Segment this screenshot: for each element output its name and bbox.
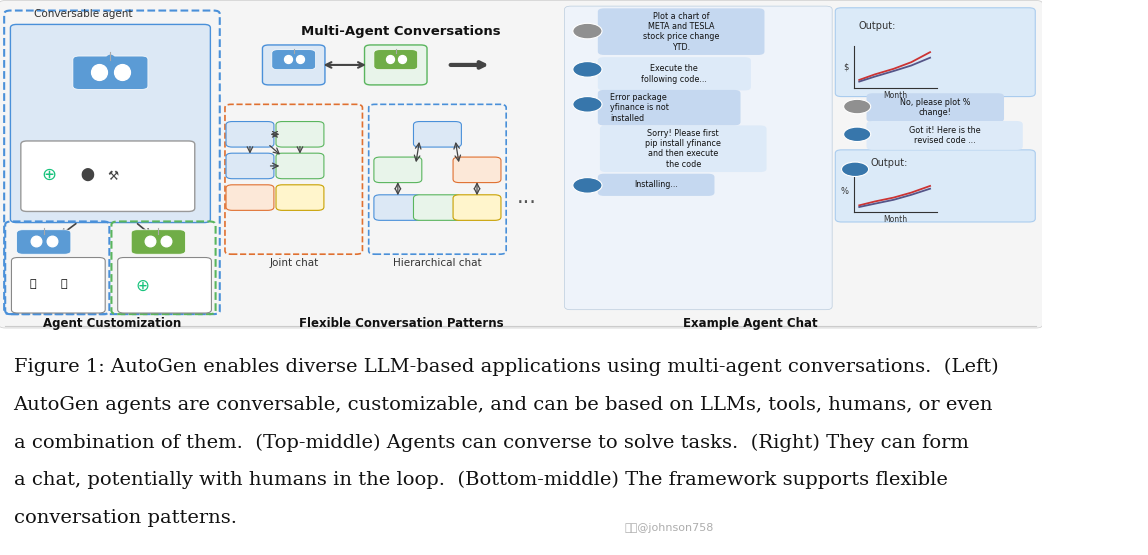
Text: Figure 1: AutoGen enables diverse LLM-based applications using multi-agent conve: Figure 1: AutoGen enables diverse LLM-ba… [14, 358, 998, 376]
Circle shape [573, 62, 602, 77]
Text: ...: ... [517, 187, 536, 207]
FancyBboxPatch shape [17, 230, 71, 254]
Text: Plot a chart of
META and TESLA
stock price change
YTD.: Plot a chart of META and TESLA stock pri… [643, 12, 720, 52]
FancyBboxPatch shape [867, 93, 1004, 122]
FancyBboxPatch shape [598, 90, 740, 125]
Text: $: $ [844, 62, 848, 71]
FancyBboxPatch shape [598, 57, 751, 90]
FancyBboxPatch shape [226, 185, 274, 210]
FancyBboxPatch shape [11, 258, 106, 313]
Text: a chat, potentially with humans in the loop.  (Bottom-middle) The framework supp: a chat, potentially with humans in the l… [14, 471, 947, 490]
Text: ⬤: ⬤ [80, 168, 94, 181]
FancyBboxPatch shape [413, 122, 461, 147]
FancyBboxPatch shape [374, 49, 418, 69]
FancyBboxPatch shape [453, 195, 501, 220]
Text: a combination of them.  (Top-middle) Agents can converse to solve tasks.  (Right: a combination of them. (Top-middle) Agen… [14, 433, 969, 452]
FancyBboxPatch shape [600, 125, 767, 172]
Text: AutoGen agents are conversable, customizable, and can be based on LLMs, tools, h: AutoGen agents are conversable, customiz… [14, 396, 993, 413]
FancyBboxPatch shape [276, 153, 324, 179]
Text: 👤: 👤 [61, 279, 67, 289]
Text: 🐍: 🐍 [29, 279, 36, 289]
FancyBboxPatch shape [0, 1, 1042, 328]
FancyBboxPatch shape [453, 157, 501, 183]
FancyBboxPatch shape [836, 8, 1035, 97]
FancyBboxPatch shape [598, 8, 765, 55]
FancyBboxPatch shape [21, 141, 195, 211]
Text: Joint chat: Joint chat [269, 258, 318, 268]
FancyBboxPatch shape [226, 153, 274, 179]
FancyBboxPatch shape [272, 49, 316, 69]
FancyBboxPatch shape [10, 24, 210, 223]
Text: Agent Customization: Agent Customization [44, 317, 181, 330]
FancyBboxPatch shape [598, 174, 714, 196]
FancyBboxPatch shape [413, 195, 461, 220]
Text: Error package
yfinance is not
installed: Error package yfinance is not installed [611, 93, 669, 123]
FancyBboxPatch shape [365, 45, 427, 85]
Text: Execute the
following code...: Execute the following code... [641, 64, 707, 83]
Text: No, please plot %
change!: No, please plot % change! [900, 98, 970, 117]
Circle shape [844, 99, 870, 114]
Circle shape [573, 178, 602, 193]
Text: Conversable agent: Conversable agent [34, 9, 133, 19]
Text: %: % [840, 187, 848, 196]
Text: Output:: Output: [859, 21, 895, 31]
Text: Output:: Output: [870, 158, 908, 168]
Text: Multi-Agent Conversations: Multi-Agent Conversations [301, 25, 501, 38]
Text: Got it! Here is the
revised code ...: Got it! Here is the revised code ... [909, 126, 980, 145]
FancyBboxPatch shape [565, 6, 832, 310]
Text: ⚒: ⚒ [107, 170, 118, 183]
FancyBboxPatch shape [263, 45, 325, 85]
Text: ⊕: ⊕ [135, 277, 149, 295]
Text: Hierarchical chat: Hierarchical chat [393, 258, 482, 268]
Text: 知乎@johnson758: 知乎@johnson758 [625, 523, 714, 533]
Circle shape [844, 127, 870, 142]
FancyBboxPatch shape [867, 121, 1023, 150]
FancyBboxPatch shape [131, 230, 185, 254]
FancyBboxPatch shape [374, 195, 421, 220]
FancyBboxPatch shape [836, 150, 1035, 222]
Text: Flexible Conversation Patterns: Flexible Conversation Patterns [298, 317, 503, 330]
Circle shape [573, 97, 602, 112]
Text: conversation patterns.: conversation patterns. [14, 509, 236, 527]
Text: Example Agent Chat: Example Agent Chat [683, 317, 817, 330]
FancyBboxPatch shape [73, 56, 148, 89]
FancyBboxPatch shape [276, 122, 324, 147]
FancyBboxPatch shape [374, 157, 421, 183]
Text: Month: Month [884, 215, 908, 224]
FancyBboxPatch shape [276, 185, 324, 210]
Text: Sorry! Please first
pip install yfinance
and then execute
the code: Sorry! Please first pip install yfinance… [645, 129, 721, 169]
FancyBboxPatch shape [226, 122, 274, 147]
Text: ⊕: ⊕ [41, 166, 56, 184]
Circle shape [841, 162, 869, 176]
Text: Installing...: Installing... [634, 180, 678, 189]
Circle shape [573, 23, 602, 39]
FancyBboxPatch shape [118, 258, 211, 313]
Text: Month: Month [884, 91, 908, 100]
